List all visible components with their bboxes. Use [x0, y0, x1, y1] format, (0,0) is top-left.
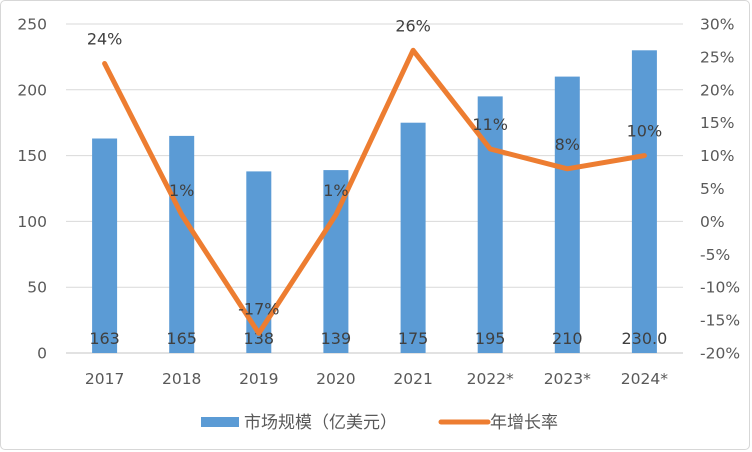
line-value-label: 11% [472, 115, 508, 134]
right-axis-tick-label: -15% [700, 312, 740, 330]
right-axis-tick-label: -10% [700, 279, 740, 297]
line-value-label: 26% [395, 16, 431, 35]
line-value-label: -17% [238, 299, 279, 318]
bar-2018 [169, 135, 195, 353]
line-value-label: 1% [323, 181, 348, 200]
bar-2021 [400, 122, 426, 353]
bar-value-label: 175 [398, 329, 429, 348]
bar-value-label: 165 [166, 329, 197, 348]
bar-value-label: 163 [89, 329, 120, 348]
right-axis-tick-label: 25% [700, 48, 734, 66]
bar-2019 [246, 171, 272, 353]
left-axis-tick-label: 250 [17, 16, 47, 34]
x-axis-label: 2024* [621, 370, 668, 388]
right-axis-tick-label: 10% [700, 147, 734, 165]
x-axis-label: 2017 [85, 370, 124, 388]
bar-value-label: 230.0 [621, 329, 667, 348]
right-axis-tick-label: -5% [700, 246, 730, 264]
line-value-label: 24% [87, 30, 123, 49]
bar-value-label: 195 [475, 329, 506, 348]
legend-bar-swatch [201, 417, 239, 427]
line-value-label: 8% [555, 135, 580, 154]
left-axis-tick-label: 150 [17, 147, 47, 165]
right-axis-tick-label: 5% [700, 180, 725, 198]
growth-rate-line [102, 47, 647, 336]
right-axis-tick-label: 15% [700, 114, 734, 132]
x-axis-label: 2022* [467, 370, 514, 388]
x-axis-label: 2020 [316, 370, 355, 388]
bar-2017 [92, 138, 118, 353]
x-axis-label: 2018 [162, 370, 201, 388]
legend-line-label: 年增长率 [490, 413, 558, 433]
left-axis-tick-label: 50 [27, 279, 47, 297]
bar-value-label: 139 [321, 329, 352, 348]
right-axis-tick-label: -20% [700, 345, 740, 363]
line-value-label: 1% [169, 181, 194, 200]
legend-bar-label: 市场规模（亿美元） [244, 413, 397, 433]
x-axis-label: 2019 [239, 370, 278, 388]
right-axis-tick-label: 30% [700, 16, 734, 34]
x-axis-label: 2023* [544, 370, 591, 388]
left-axis-tick-label: 0 [37, 345, 47, 363]
right-axis-tick-label: 0% [700, 213, 725, 231]
bar-value-label: 210 [552, 329, 583, 348]
left-axis-tick-label: 100 [17, 213, 47, 231]
x-axis-label: 2021 [393, 370, 432, 388]
bar-2024* [631, 50, 657, 354]
bar-value-label: 138 [244, 329, 275, 348]
line-value-label: 10% [627, 122, 663, 141]
bar-2023* [554, 76, 580, 353]
left-axis-tick-label: 200 [17, 81, 47, 99]
right-axis-tick-label: 20% [700, 81, 734, 99]
